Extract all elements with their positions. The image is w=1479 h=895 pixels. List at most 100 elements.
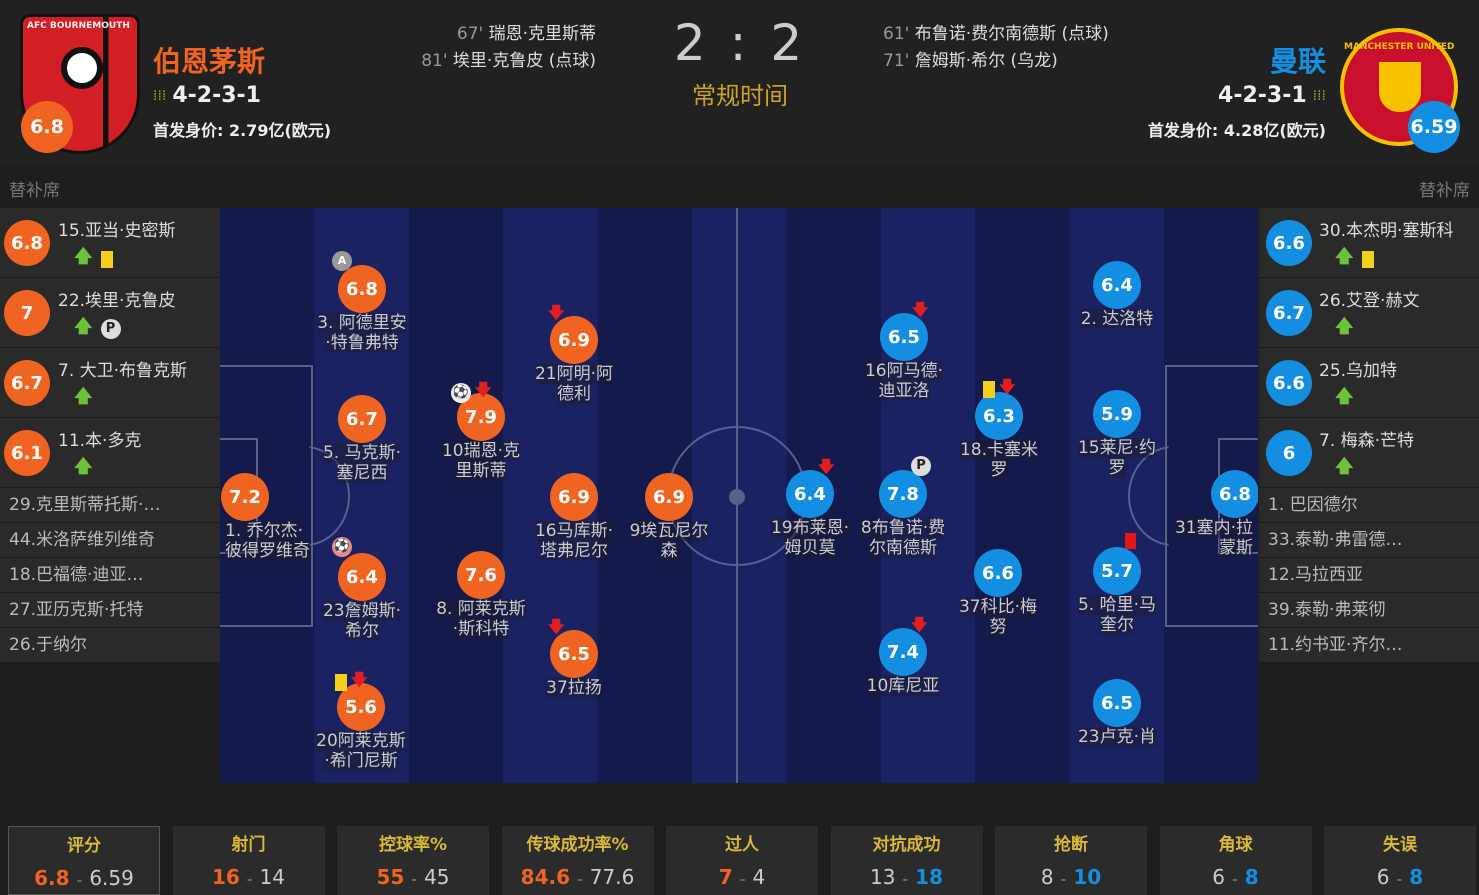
sub-in-arrow-icon: 🡅 xyxy=(74,246,93,267)
bench-player[interactable]: 6.6 25.乌加特 🡅 xyxy=(1259,348,1479,418)
formation-icon: ⁞⁞⁞ xyxy=(153,87,167,104)
stat-card[interactable]: 传球成功率% 84.6 - 77.6 xyxy=(501,826,654,895)
player-rating: 6.8 xyxy=(4,220,50,266)
bench-player[interactable]: 11.约书亚·齐尔… xyxy=(1259,628,1479,663)
stat-card[interactable]: 失误 6 - 8 xyxy=(1324,826,1476,895)
player-name: 19布莱恩·姆贝莫 xyxy=(770,518,850,558)
stat-home-value: 84.6 xyxy=(520,865,571,889)
stat-away-value: 6.59 xyxy=(89,866,134,890)
bench-player[interactable]: 18.巴福德·迪亚… xyxy=(0,558,220,593)
player-event-icons: 🡅 xyxy=(74,454,93,484)
sub-in-arrow-icon: 🡅 xyxy=(74,456,93,477)
sub-in-arrow-icon: 🡅 xyxy=(74,316,93,337)
player-name: 26.艾登·赫文 xyxy=(1319,291,1420,311)
red-card-icon xyxy=(1125,533,1136,549)
stat-title: 过人 xyxy=(725,835,759,855)
goal-entry: 81' 埃里·克鲁皮 (点球) xyxy=(421,51,596,71)
sub-in-arrow-icon: 🡅 xyxy=(74,386,93,407)
formation-icon: ⁞⁞⁞ xyxy=(1312,87,1326,104)
away-team-name[interactable]: 曼联 xyxy=(1269,45,1326,78)
stat-title: 射门 xyxy=(231,835,266,855)
stat-home-value: 8 xyxy=(1040,865,1054,889)
away-bench: 6.6 30.本杰明·塞斯科 🡅 6.7 26.艾登·赫文 🡅 6.6 25.乌加特… xyxy=(1259,208,1479,663)
player-name: 10瑞恩·克里斯蒂 xyxy=(441,441,521,481)
player-name: 7. 大卫·布鲁克斯 xyxy=(58,361,188,381)
bench-player[interactable]: 7 22.埃里·克鲁皮 🡅 P xyxy=(0,278,220,348)
player-rating: 6.9 xyxy=(645,473,693,521)
player-rating: 7 xyxy=(4,290,50,336)
sub-off-arrow-icon: 🡇 xyxy=(548,617,565,636)
player-event-icons: 🡇 xyxy=(912,299,928,326)
player-name: 31塞内·拉蒙斯 xyxy=(1174,518,1253,558)
stat-card[interactable]: 射门 16 - 14 xyxy=(172,826,325,895)
bench-player[interactable]: 26.于纳尔 xyxy=(0,628,220,663)
stat-card[interactable]: 角球 6 - 8 xyxy=(1159,826,1312,895)
home-goals: 67' 瑞恩·克里斯蒂 81' 埃里·克鲁皮 (点球) xyxy=(421,21,596,75)
stat-card[interactable]: 过人 7 - 4 xyxy=(666,826,818,895)
formation-text: 4-2-3-1 xyxy=(172,83,261,108)
player-rating: 7.6 xyxy=(457,551,505,599)
player-rating: 6.4 xyxy=(338,553,386,601)
stat-away-value: 18 xyxy=(915,865,944,889)
player-event-icons: 🡅 xyxy=(1335,244,1374,274)
sub-off-arrow-icon: 🡇 xyxy=(475,380,492,399)
player-rating: 5.7 xyxy=(1093,547,1141,595)
player-name: 23詹姆斯·希尔 xyxy=(322,601,402,641)
bench-player[interactable]: 6.7 26.艾登·赫文 🡅 xyxy=(1259,278,1479,348)
player-event-icons: 🡇 xyxy=(818,456,834,483)
stat-away-value: 10 xyxy=(1073,865,1102,889)
player-rating: 7.4 xyxy=(879,628,927,676)
player-rating: 6.5 xyxy=(550,630,598,678)
penalty-goal-icon: P xyxy=(100,319,121,339)
home-bench-title: 替补席 xyxy=(9,181,60,201)
player-name: 5. 马克斯·塞尼西 xyxy=(322,443,402,483)
player-rating: 6 xyxy=(1266,430,1312,476)
player-rating: 6.8 xyxy=(1211,470,1258,518)
bench-player[interactable]: 12.马拉西亚 xyxy=(1259,558,1479,593)
player-rating: 6.7 xyxy=(1266,290,1312,336)
stat-home-value: 55 xyxy=(376,865,405,889)
stat-card[interactable]: 评分 6.8 - 6.59 xyxy=(8,826,160,895)
stat-away-value: 45 xyxy=(424,865,450,889)
pitch: 6.8 3. 阿德里安·特鲁弗特 A 6.9 21阿明·阿德利 🡇 6.7 5. 马… xyxy=(220,208,1258,783)
stat-title: 角球 xyxy=(1218,835,1253,855)
player-rating: 6.5 xyxy=(880,313,928,361)
bench-player[interactable]: 39.泰勒·弗莱彻 xyxy=(1259,593,1479,628)
bench-player[interactable]: 44.米洛萨维列维奇 xyxy=(0,523,220,558)
player-event-icons: 🡇 xyxy=(548,302,564,329)
bench-player[interactable]: 1. 巴因德尔 xyxy=(1259,488,1479,523)
stat-title: 传球成功率% xyxy=(526,835,629,855)
player-event-icons: 🡅 xyxy=(1335,314,1354,344)
player-name: 16阿马德·迪亚洛 xyxy=(864,361,944,401)
player-name: 15.亚当·史密斯 xyxy=(58,221,176,241)
sub-off-arrow-icon: 🡇 xyxy=(548,303,565,322)
bench-player[interactable]: 6.8 15.亚当·史密斯 🡅 xyxy=(0,208,220,278)
player-rating: 5.6 xyxy=(337,683,385,731)
home-team-name[interactable]: 伯恩茅斯 xyxy=(153,45,266,78)
yellow-card-icon xyxy=(335,674,347,691)
bench-player[interactable]: 27.亚历克斯·托特 xyxy=(0,593,220,628)
player-rating: 5.9 xyxy=(1093,390,1141,438)
player-name: 7. 梅森·芒特 xyxy=(1319,431,1415,451)
stat-away-value: 4 xyxy=(752,865,766,889)
bench-player[interactable]: 6.1 11.本·多克 🡅 xyxy=(0,418,220,488)
stat-card[interactable]: 控球率% 55 - 45 xyxy=(337,826,489,895)
player-event-icons: ⚽ 🡇 xyxy=(451,379,491,406)
stat-card[interactable]: 抢断 8 - 10 xyxy=(995,826,1147,895)
player-name: 8. 阿莱克斯·斯科特 xyxy=(436,599,526,639)
scoreline: 2 : 2 xyxy=(673,14,807,72)
stat-title: 失误 xyxy=(1383,835,1417,855)
away-team-rating: 6.59 xyxy=(1408,101,1460,153)
bench-player[interactable]: 29.克里斯蒂托斯·… xyxy=(0,488,220,523)
stat-title: 评分 xyxy=(67,836,101,856)
player-name: 37拉扬 xyxy=(546,678,602,698)
bench-player[interactable]: 33.泰勒·弗雷德… xyxy=(1259,523,1479,558)
stat-away-value: 8 xyxy=(1244,865,1259,889)
player-event-icons: P xyxy=(911,456,931,476)
player-rating: 6.4 xyxy=(1093,261,1141,309)
bench-player[interactable]: 6.6 30.本杰明·塞斯科 🡅 xyxy=(1259,208,1479,278)
bench-player[interactable]: 6 7. 梅森·芒特 🡅 xyxy=(1259,418,1479,488)
bench-player[interactable]: 6.7 7. 大卫·布鲁克斯 🡅 xyxy=(0,348,220,418)
player-event-icons: 🡅 xyxy=(1335,454,1354,484)
stat-card[interactable]: 对抗成功 13 - 18 xyxy=(830,826,983,895)
